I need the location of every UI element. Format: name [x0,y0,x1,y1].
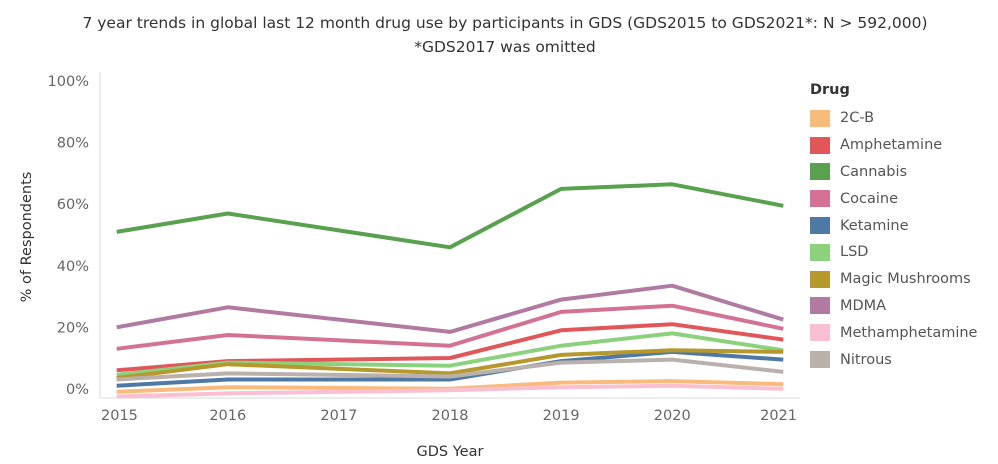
x-tick-label: 2020 [654,408,691,424]
legend-swatch [810,270,830,288]
chart-title: 7 year trends in global last 12 month dr… [82,14,928,32]
series-line-magic-mushrooms [116,348,784,380]
x-tick-label: 2018 [432,408,469,424]
series-line-amphetamine [116,322,784,373]
y-tick-label: 60% [57,197,89,213]
x-tick-label: 2019 [543,408,580,424]
series-line-cocaine [116,303,784,351]
legend-item-amphetamine: Amphetamine [810,132,977,159]
series-line-mdma [116,283,784,334]
legend-label: 2C-B [840,110,875,127]
series-line-2c-b [116,379,784,394]
legend-swatch [810,297,830,315]
legend-swatch [810,243,830,261]
legend-item-methamphetamine: Methamphetamine [810,319,977,346]
y-tick-label: 20% [57,320,89,336]
series-line-nitrous [116,357,784,382]
legend-item-cannabis: Cannabis [810,159,977,186]
legend: Drug 2C-B Amphetamine Cannabis Cocaine Ketam… [810,82,977,373]
legend-label: LSD [840,244,869,261]
legend-item-cocaine: Cocaine [810,185,977,212]
legend-label: Amphetamine [840,137,943,154]
y-tick-label: 80% [57,136,89,152]
legend-label: MDMA [840,297,887,314]
y-tick-label: 40% [57,259,89,275]
y-tick-label: 100% [48,74,89,90]
legend-title: Drug [810,82,850,98]
legend-item-lsd: LSD [810,239,977,266]
legend-item-nitrous: Nitrous [810,346,977,373]
legend-label: Cocaine [840,190,898,207]
x-axis-title: GDS Year [417,444,484,460]
legend-item-ketamine: Ketamine [810,212,977,239]
y-tick-label: 0% [66,382,89,398]
legend-label: Nitrous [840,351,892,368]
legend-swatch [810,351,830,369]
legend-label: Methamphetamine [840,324,978,341]
legend-swatch [810,136,830,154]
legend-item-magic-mushrooms: Magic Mushrooms [810,266,977,293]
legend-item-2c-b: 2C-B [810,105,977,132]
legend-swatch [810,324,830,342]
x-tick-label: 2021 [760,408,797,424]
x-tick-label: 2015 [101,408,138,424]
legend-swatch [810,163,830,181]
legend-swatch [810,109,830,127]
legend-label: Ketamine [840,217,909,234]
legend-swatch [810,190,830,208]
legend-item-mdma: MDMA [810,293,977,320]
legend-label: Cannabis [840,163,908,180]
x-tick-label: 2017 [320,408,357,424]
chart-subtitle: *GDS2017 was omitted [414,38,596,56]
series-line-methamphetamine [116,383,784,399]
y-axis-title: % of Respondents [19,172,35,303]
legend-label: Magic Mushrooms [840,271,971,288]
legend-swatch [810,217,830,235]
x-tick-label: 2016 [209,408,246,424]
series-line-cannabis [116,182,784,250]
